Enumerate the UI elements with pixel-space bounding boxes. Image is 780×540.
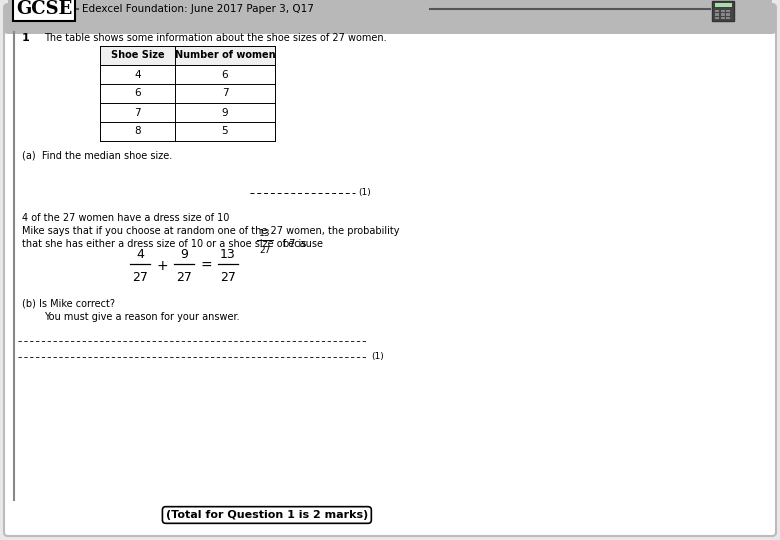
Bar	[715, 13, 719, 16]
Bar	[100, 46, 275, 65]
Text: 7: 7	[134, 107, 141, 118]
Text: The table shows some information about the shoe sizes of 27 women.: The table shows some information about t…	[44, 33, 387, 43]
Bar	[721, 17, 725, 19]
Text: 7: 7	[222, 89, 229, 98]
Text: +: +	[156, 259, 168, 273]
Text: GCSE: GCSE	[16, 0, 73, 18]
FancyBboxPatch shape	[4, 4, 776, 536]
Bar	[726, 10, 730, 12]
Bar	[715, 10, 719, 12]
Text: 4: 4	[136, 248, 144, 261]
Text: (1): (1)	[371, 353, 384, 361]
Bar	[714, 2, 732, 7]
Bar	[726, 17, 730, 19]
Bar	[721, 13, 725, 16]
Text: 4: 4	[134, 70, 141, 79]
Text: You must give a reason for your answer.: You must give a reason for your answer.	[44, 312, 239, 322]
Text: (a)  Find the median shoe size.: (a) Find the median shoe size.	[22, 151, 172, 161]
Text: (Total for Question 1 is 2 marks): (Total for Question 1 is 2 marks)	[165, 510, 368, 520]
Text: 13: 13	[220, 248, 236, 261]
Text: 5: 5	[222, 126, 229, 137]
Text: 27: 27	[220, 271, 236, 284]
Text: (b) Is Mike correct?: (b) Is Mike correct?	[22, 299, 115, 309]
Text: Number of women: Number of women	[175, 51, 275, 60]
Text: 8: 8	[134, 126, 141, 137]
Bar	[726, 13, 730, 16]
Bar	[721, 10, 725, 12]
Text: 27: 27	[176, 271, 192, 284]
Text: =: =	[200, 259, 212, 273]
Text: because: because	[282, 239, 323, 249]
Text: Shoe Size: Shoe Size	[111, 51, 165, 60]
Text: 4 of the 27 women have a dress size of 10: 4 of the 27 women have a dress size of 1…	[22, 213, 229, 223]
Text: 9: 9	[222, 107, 229, 118]
Text: 13: 13	[259, 229, 271, 238]
Text: 9: 9	[180, 248, 188, 261]
Text: 27: 27	[259, 246, 271, 255]
Text: (1): (1)	[358, 188, 370, 198]
Text: Edexcel Foundation: June 2017 Paper 3, Q17: Edexcel Foundation: June 2017 Paper 3, Q…	[82, 4, 314, 14]
Bar	[712, 1, 734, 21]
Text: 6: 6	[222, 70, 229, 79]
Text: 1: 1	[22, 33, 30, 43]
FancyBboxPatch shape	[4, 4, 776, 34]
Text: 27: 27	[132, 271, 148, 284]
Text: that she has either a dress size of 10 or a shoe size of 7 is: that she has either a dress size of 10 o…	[22, 239, 307, 249]
Bar	[8, 0, 772, 20]
Bar	[715, 17, 719, 19]
Text: 6: 6	[134, 89, 141, 98]
Text: Mike says that if you choose at random one of the 27 women, the probability: Mike says that if you choose at random o…	[22, 226, 399, 236]
